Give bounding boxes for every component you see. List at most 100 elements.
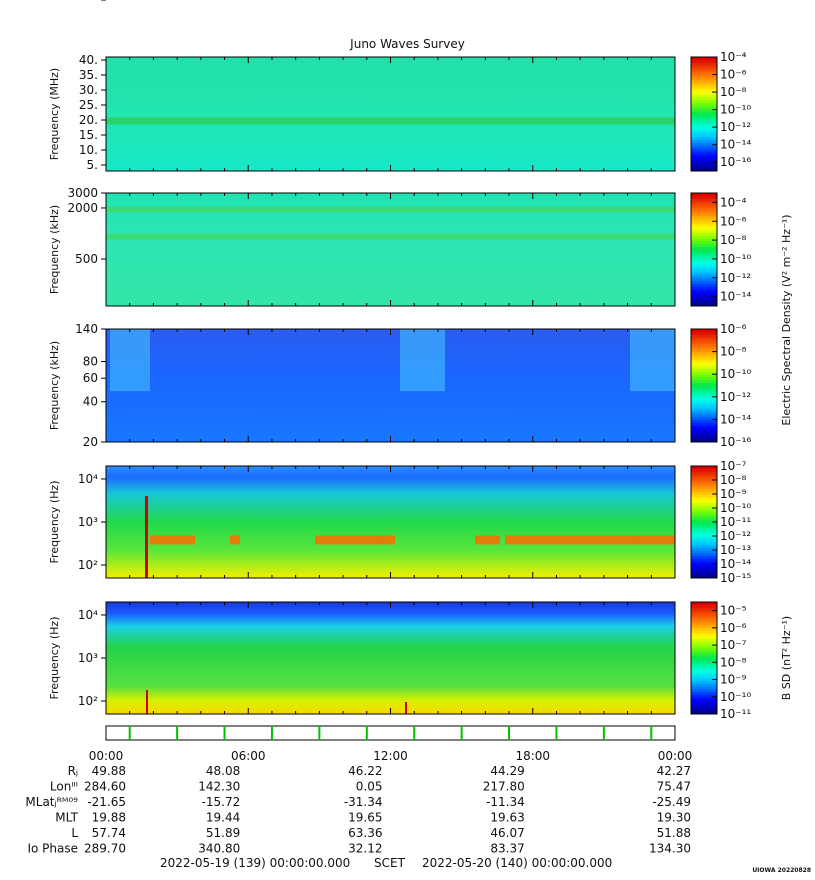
colorbar-swatch [691,697,717,701]
colorbar-swatch [691,541,717,545]
colorbar-swatch [691,705,717,709]
spectrogram-panel-4: 10⁴ 10³ 10² Frequency (Hz) [48,465,676,579]
colorbar-swatch [691,351,717,355]
colorbar-swatch [691,533,717,537]
colorbar-swatch [691,602,717,606]
colorbar-frame [690,192,718,307]
emission-burst [230,535,240,545]
colorbar-swatch [691,303,717,307]
colorbar-swatch [691,686,717,690]
colorbar-tick-label: 10⁻¹⁰ [720,103,751,117]
colorbar-swatch [691,62,717,67]
time-axis-label: 12:00 [373,749,408,763]
colorbar-tick-label: 10⁻¹⁰ [720,367,751,381]
y-tick-label: 10³ [78,651,98,665]
colorbar-swatch [691,538,717,543]
colorbar-swatch [691,474,717,478]
colorbar-swatch [691,702,717,707]
colorbar-swatch [691,212,717,217]
colorbar-swatch [691,644,717,648]
colorbar-swatch [691,658,717,662]
ephemeris-value: 48.08 [206,764,240,778]
colorbar-swatch [691,249,717,253]
ephemeris-value: 284.60 [84,780,126,794]
colorbar-tick-label: 10⁻⁸ [720,85,747,99]
colorbar-swatch [691,263,717,267]
colorbar-swatch [691,641,717,645]
ephemeris-value: -21.65 [87,795,126,809]
colorbar-swatch [691,379,717,384]
colorbar-frame [690,56,718,172]
colorbar-tick-label: 10⁻¹⁶ [720,435,751,449]
colorbar-swatch [691,610,717,614]
colorbar-swatch [691,59,717,64]
colorbar-swatch [691,255,717,259]
colorbar-swatch [691,477,717,481]
colorbar-tick-label: 10⁻¹¹ [720,707,751,721]
colorbar-swatch [691,215,717,219]
colorbar-swatch [691,114,717,118]
colorbar-tick-label: 10⁻¹³ [720,543,751,557]
colorbar-swatch [691,165,717,169]
colorbar-tick-label: 10⁻⁶ [720,214,747,228]
colorbar-swatch [691,399,717,403]
colorbar-swatch [691,246,717,250]
colorbar-swatch [691,385,717,389]
colorbar-swatch [691,329,717,333]
colorbar-swatch [691,494,717,498]
colorbar-4: 10⁻⁷10⁻⁸10⁻⁹10⁻¹⁰10⁻¹¹10⁻¹²10⁻¹³10⁻¹⁴10⁻… [690,459,751,585]
ephemeris-value: 44.29 [490,764,524,778]
colorbar-swatch [691,337,717,341]
colorbar-swatch [691,201,717,205]
colorbar-swatch [691,88,717,92]
y-tick-label: 2000 [67,201,98,215]
ephemeris-value: 83.37 [490,842,524,856]
colorbar-swatch [691,480,717,484]
ephemeris-label: MLatⱼᴿᴹ⁰⁹ [25,795,78,809]
colorbar-tick-label: 10⁻¹² [720,271,751,285]
emission-burst [505,535,675,545]
colorbar-tick-label: 10⁻⁸ [720,345,747,359]
colorbar-swatch [691,224,717,228]
y-tick-label: 15. [79,128,98,142]
colorbar-swatch [691,348,717,353]
spectrogram-image [106,57,675,171]
colorbar-swatch [691,522,717,526]
colorbar-tick-label: 10⁻⁷ [720,638,747,652]
colorbar-swatch [691,283,717,287]
colorbar-swatch [691,680,717,684]
colorbar-swatch [691,488,717,492]
colorbar-swatch [691,221,717,225]
colorbar-swatch [691,408,717,412]
colorbar-swatch [691,266,717,270]
colorbar-swatch [691,272,717,276]
y-tick-label: 40. [79,53,98,67]
ephemeris-value: 217.80 [483,780,525,794]
colorbar-swatch [691,499,717,503]
colorbar-swatch [691,111,717,115]
colorbar-swatch [691,555,717,559]
colorbar-swatch [691,416,717,420]
spectrogram-panel-1: 5.10.15.20.25.30.35.40. Frequency (MHz) [48,53,676,172]
colorbar-swatch [691,674,717,679]
y-tick-label: 140 [75,322,98,336]
time-marker-strip [105,725,676,741]
ephemeris-value: 142.30 [198,780,240,794]
colorbar-swatch [691,105,717,109]
ephemeris-value: 75.47 [657,780,691,794]
y-tick-label: 10⁴ [78,472,98,486]
colorbar-swatch [691,422,717,426]
colorbar-swatch [691,524,717,529]
colorbar-swatch [691,439,717,443]
colorbar-swatch [691,334,717,338]
colorbar-swatch [691,683,717,687]
y-tick-label: 40 [83,395,98,409]
colorbar-swatch [691,558,717,562]
ephemeris-value: 51.88 [657,826,691,840]
colorbar-swatch [691,544,717,548]
colorbar-swatch [691,340,717,344]
colorbar-tick-label: 10⁻¹⁴ [720,138,751,152]
colorbar-swatch [691,65,717,69]
